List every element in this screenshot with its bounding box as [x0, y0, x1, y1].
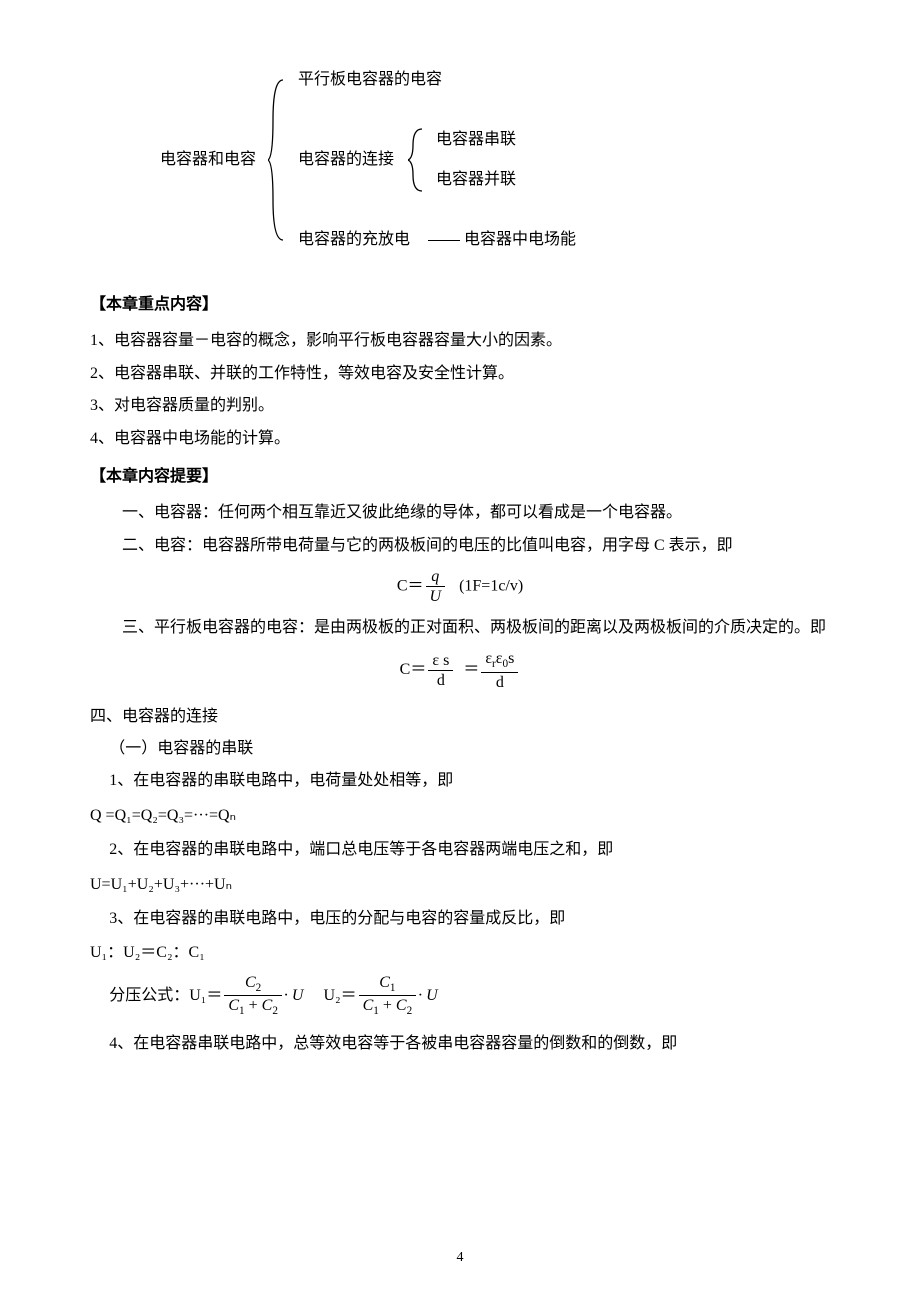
formula-lhs: C＝ [397, 577, 424, 594]
summary-point-2: 二、电容：电容器所带电荷量与它的两极板间的电压的比值叫电容，用字母 C 表示，即 [90, 531, 830, 561]
tree-item-label: 电容器的连接 [288, 141, 408, 179]
series-rule-4: 4、在电容器串联电路中，总等效电容等于各被串电容器容量的倒数和的倒数，即 [109, 1029, 830, 1059]
fraction-den: U [426, 587, 446, 606]
fraction-num: C1 [359, 973, 417, 997]
fraction: εrε0sd [481, 649, 518, 692]
tree-item-label: 电容器串联 [426, 121, 530, 159]
series-rule-1-formula: Q =Q₁=Q₂=Q₃=···=Qₙ [90, 801, 830, 831]
brace-icon [408, 125, 426, 195]
list-item: 1、电容器容量－电容的概念，影响平行板电容器容量大小的因素。 [90, 326, 830, 356]
tree-children-level1: 平行板电容器的电容 电容器的连接 电容器串联 电容器并联 [288, 60, 590, 260]
page: 电容器和电容 平行板电容器的电容 电容器的连接 电容器串联 电容器并联 [0, 0, 920, 1302]
fraction: C1C1 + C2 [359, 973, 417, 1019]
formula-note: (1F=1c/v) [459, 577, 523, 594]
fraction: ε sd [428, 651, 453, 690]
fraction: C2C1 + C2 [224, 973, 282, 1019]
list-item: 3、对电容器质量的判别。 [90, 391, 830, 421]
tree-item: 电容器串联 [426, 120, 530, 160]
spacer [288, 200, 590, 220]
spacer [288, 100, 590, 120]
formula-lhs: C＝ [400, 661, 427, 678]
series-rule-3: 3、在电容器的串联电路中，电压的分配与电容的容量成反比，即 [109, 904, 830, 934]
series-rule-3-formula: U₁：U₂＝C₂：C₁ [90, 938, 830, 968]
arrow-dash-icon [428, 240, 460, 241]
divider-u1: U₁＝C2C1 + C2· U [189, 987, 303, 1004]
voltage-divider-formula: 分压公式：U₁＝C2C1 + C2· U U₂＝C1C1 + C2· U [109, 973, 830, 1019]
brace-icon [268, 75, 288, 245]
fraction-num: C2 [224, 973, 282, 997]
divider-label: 分压公式： [109, 987, 189, 1004]
section-heading-summary: 【本章内容提要】 [90, 462, 830, 492]
summary-point-4-heading: 四、电容器的连接 [90, 702, 830, 732]
tree-item: 电容器的连接 电容器串联 电容器并联 [288, 120, 590, 200]
summary-point-1: 一、电容器：任何两个相互靠近又彼此绝缘的导体，都可以看成是一个电容器。 [90, 498, 830, 528]
concept-tree: 电容器和电容 平行板电容器的电容 电容器的连接 电容器串联 电容器并联 [160, 60, 830, 260]
fraction-den: d [481, 673, 518, 692]
fraction-num: εrε0s [481, 649, 518, 673]
summary-point-3: 三、平行板电容器的电容：是由两极板的正对面积、两极板间的距离以及两极板间的介质决… [90, 613, 830, 643]
divider-u2: U₂＝C1C1 + C2· U [323, 987, 437, 1004]
tree-item-label: 电容器中电场能 [464, 221, 590, 259]
formula-parallel-plate: C＝ε sd ＝εrε0sd [90, 649, 830, 692]
fraction-den: C1 + C2 [359, 996, 417, 1019]
tree-children-level2: 电容器串联 电容器并联 [426, 120, 530, 200]
equals: ＝ [463, 661, 479, 678]
fraction: qU [426, 567, 446, 606]
series-rule-2: 2、在电容器的串联电路中，端口总电压等于各电容器两端电压之和，即 [109, 835, 830, 865]
series-rule-1: 1、在电容器的串联电路中，电荷量处处相等，即 [109, 766, 830, 796]
tree-item-label: 电容器并联 [426, 161, 530, 199]
list-item: 4、电容器中电场能的计算。 [90, 424, 830, 454]
sub-heading-series: （一）电容器的串联 [109, 734, 830, 764]
fraction-num: q [426, 567, 446, 587]
fraction-den: C1 + C2 [224, 996, 282, 1019]
fraction-num: ε s [428, 651, 453, 671]
list-item: 2、电容器串联、并联的工作特性，等效电容及安全性计算。 [90, 359, 830, 389]
formula-capacitance-definition: C＝qU (1F=1c/v) [90, 567, 830, 606]
tree-item-label: 电容器的充放电 [288, 221, 424, 259]
series-rule-2-formula: U=U₁+U₂+U₃+···+Uₙ [90, 870, 830, 900]
tree-root-label: 电容器和电容 [160, 145, 268, 175]
section-heading-key-content: 【本章重点内容】 [90, 290, 830, 320]
page-number: 4 [0, 1245, 920, 1272]
fraction-den: d [428, 671, 453, 690]
tree-item: 电容器的充放电 电容器中电场能 [288, 220, 590, 260]
tree-item: 电容器并联 [426, 160, 530, 200]
tree-item: 平行板电容器的电容 [288, 60, 590, 100]
tree-item-label: 平行板电容器的电容 [288, 61, 456, 99]
